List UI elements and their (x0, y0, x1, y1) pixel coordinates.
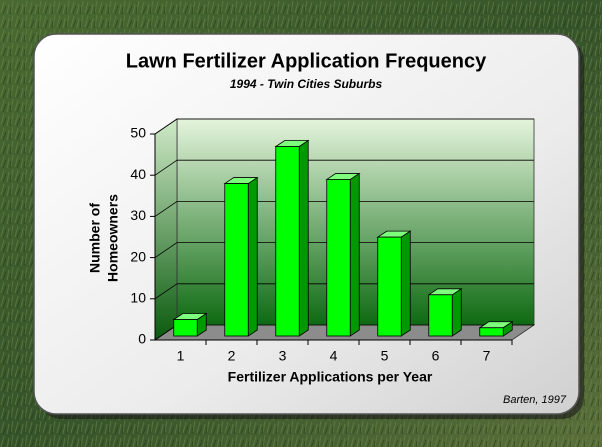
bar-side (400, 230, 411, 337)
chart-subtitle: 1994 - Twin Cities Suburbs (230, 77, 383, 91)
bar (275, 146, 300, 337)
bar-side (451, 288, 462, 337)
x-tick-label: 5 (381, 348, 389, 364)
grid-line (154, 283, 178, 300)
bar (377, 236, 402, 337)
y-tick-label: 50 (130, 125, 146, 141)
y-tick-label: 40 (130, 166, 146, 182)
bar (428, 294, 453, 337)
source-note: Barten, 1997 (503, 394, 567, 406)
bar (479, 327, 504, 337)
bar (224, 183, 249, 337)
chart-title: Lawn Fertilizer Application Frequency (126, 50, 487, 72)
y-tick-label: 30 (130, 207, 146, 223)
x-tick-label: 7 (483, 348, 491, 364)
side-wall (154, 118, 178, 341)
x-tick-label: 1 (177, 348, 185, 364)
y-axis-label: Number of (87, 203, 103, 273)
y-tick-label: 0 (138, 331, 146, 347)
grid-line (154, 242, 178, 258)
grid-line (154, 201, 178, 217)
plot-area (150, 118, 536, 345)
grid-line (154, 159, 178, 176)
grid-line (154, 118, 178, 135)
y-tick-label: 20 (130, 248, 146, 264)
y-axis-label: Homeowners (105, 194, 121, 282)
x-tick-label: 6 (432, 348, 440, 364)
bar (326, 179, 351, 337)
x-tick-label: 2 (228, 348, 236, 364)
y-tick-label: 10 (130, 290, 146, 306)
bar-side (247, 176, 258, 337)
bar-side (349, 172, 360, 337)
x-tick-label: 4 (330, 348, 338, 364)
grid-line (154, 324, 178, 341)
x-axis-label: Fertilizer Applications per Year (228, 369, 433, 385)
bar-side (298, 139, 309, 337)
bar (173, 319, 198, 337)
x-tick-label: 3 (279, 348, 287, 364)
